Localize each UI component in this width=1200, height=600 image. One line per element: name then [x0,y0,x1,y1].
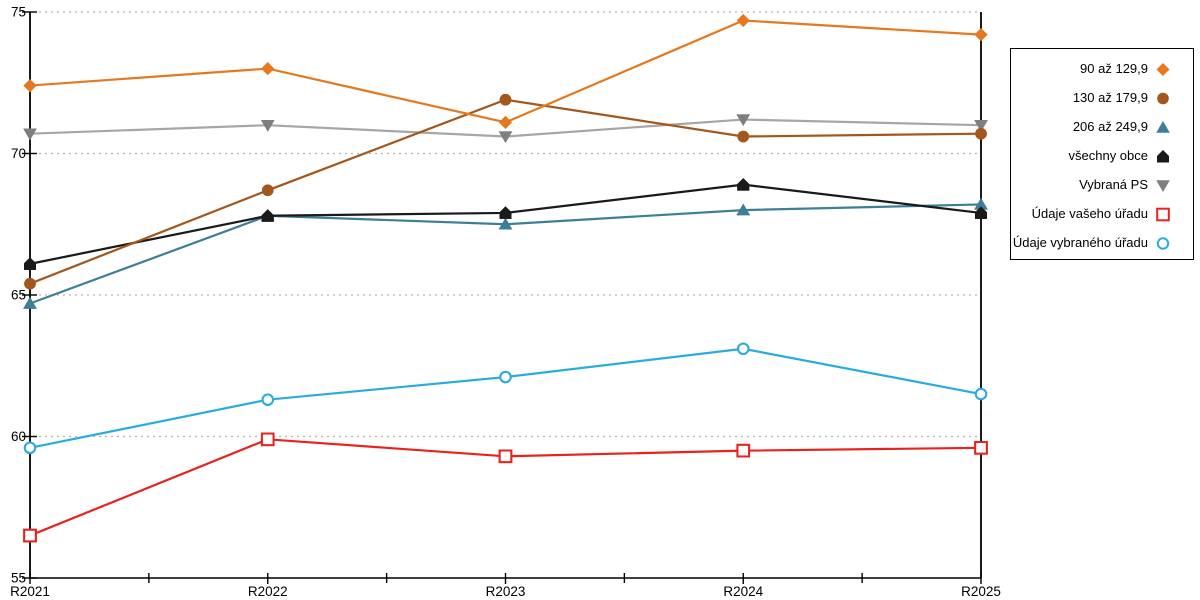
legend-item: Údaje vybraného úřadu [1011,228,1193,257]
y-tick-label: 65 [11,288,26,303]
legend-item: Vybraná PS [1011,170,1193,199]
y-tick-label: 75 [11,5,26,20]
data-point-marker [737,342,750,355]
x-tick-label: R2024 [723,584,763,599]
data-point-marker [261,62,275,76]
x-tick-label: R2023 [486,584,526,599]
data-point-marker [974,120,988,132]
data-point-marker [499,115,512,129]
legend-item-label: 206 až 249,9 [1072,119,1148,134]
legend-item-label: všechny obce [1068,148,1149,163]
data-point-marker [498,217,513,230]
data-point-marker [974,28,988,42]
triangle-down-marker-icon [1156,179,1170,192]
series-line [29,347,982,449]
data-point-marker [737,130,750,143]
data-point-marker [23,79,37,93]
data-point-marker [975,206,987,219]
data-point-marker [261,393,274,406]
legend-item-label: Údaje vybraného úřadu [1012,235,1148,250]
data-point-marker [736,13,750,27]
series-line [29,19,982,124]
legend-item: 90 až 129,9 [1011,54,1193,83]
data-point-marker [498,131,513,144]
legend-item: 130 až 179,9 [1011,83,1193,112]
data-point-marker [24,277,36,290]
diamond-marker-icon [1156,62,1170,76]
triangle-up-marker-icon [1156,120,1170,133]
data-point-marker [23,441,37,455]
data-point-marker [974,197,988,210]
data-point-marker [499,206,512,219]
pentagon-marker-icon [1157,149,1169,162]
data-point-marker [737,178,750,191]
circle-marker-icon [1157,92,1169,104]
legend: 90 až 129,9 130 až 179,9 206 až 249,9 všech… [1010,48,1194,260]
data-point-marker [23,528,37,543]
data-point-marker [260,432,275,447]
data-point-marker [974,441,988,455]
data-point-marker [736,203,751,216]
legend-item-label: Údaje vašeho úřadu [1031,206,1148,221]
x-tick-label: R2025 [961,584,1001,599]
data-point-marker [260,120,275,132]
legend-item: 206 až 249,9 [1011,112,1193,141]
data-point-marker [23,296,37,309]
y-tick-label: 55 [11,571,26,586]
x-tick-label: R2022 [248,584,288,599]
y-tick-label: 70 [11,146,26,161]
data-point-marker [261,209,274,222]
square-open-marker-icon [1156,207,1170,221]
data-point-marker [23,128,37,141]
legend-item: všechny obce [1011,141,1193,170]
data-point-marker [974,387,988,401]
data-point-marker [261,184,274,197]
data-point-marker [736,114,751,127]
legend-item-label: 90 až 129,9 [1080,61,1148,76]
y-tick-label: 60 [11,429,26,444]
data-point-marker [499,370,512,384]
data-point-marker [736,443,751,458]
circle-open-marker-icon [1156,236,1170,250]
legend-item: Údaje vašeho úřadu [1011,199,1193,228]
data-point-marker [498,449,513,464]
data-point-marker [24,257,36,270]
x-tick-label: R2021 [10,584,50,599]
legend-item-label: 130 až 179,9 [1072,90,1148,105]
data-point-marker [499,93,512,106]
data-point-marker [975,127,987,140]
legend-item-label: Vybraná PS [1079,177,1148,192]
